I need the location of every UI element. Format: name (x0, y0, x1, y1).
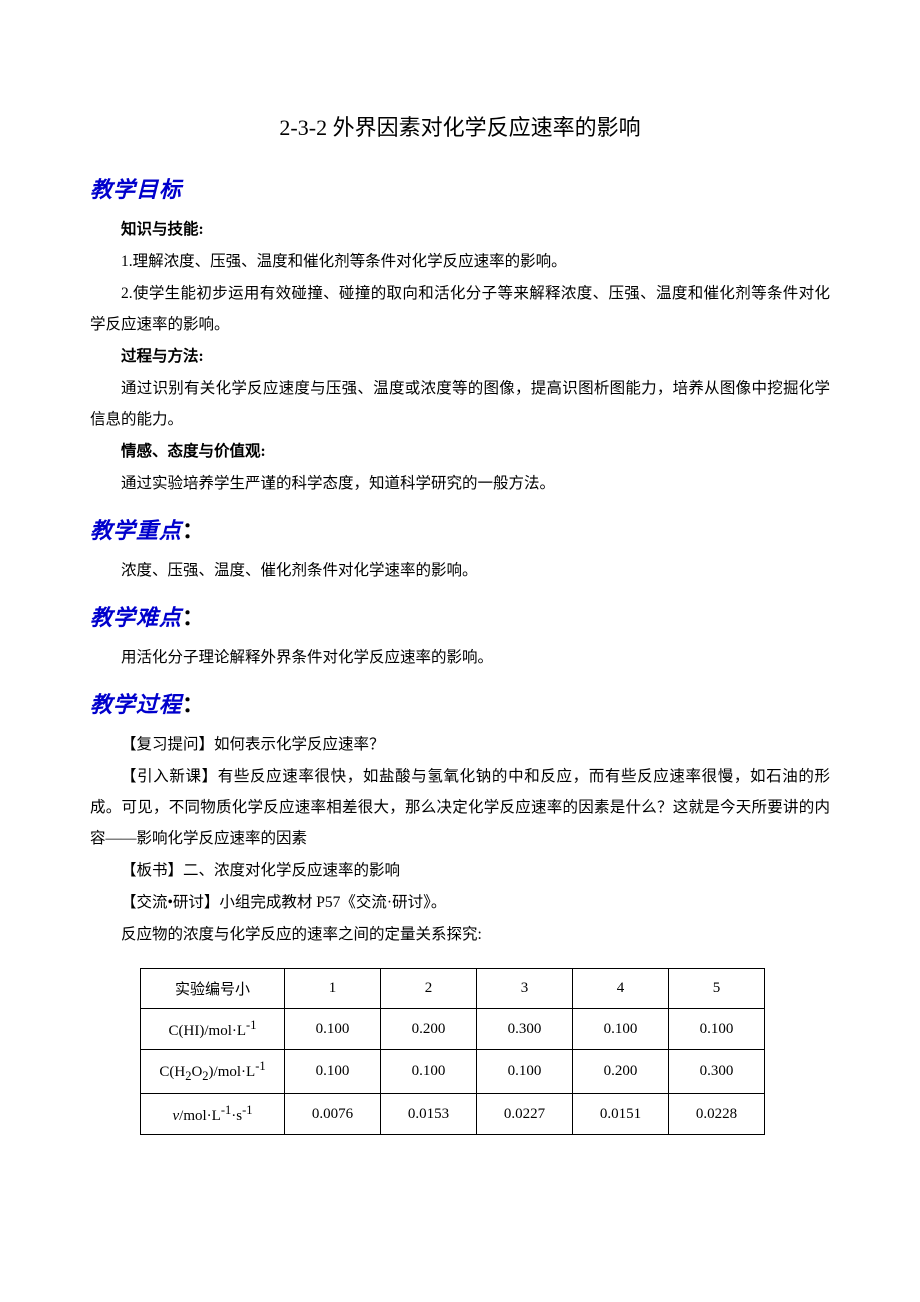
table-header: 实验编号小 (141, 969, 285, 1009)
cell: 0.0228 (669, 1094, 765, 1135)
heading-difficulty: 教学难点： (90, 600, 830, 632)
table-header: 5 (669, 969, 765, 1009)
sub-emotion-values: 情感、态度与价值观: (90, 436, 830, 467)
proc-p4: 【交流•研讨】小组完成教材 P57《交流·研讨》。 (90, 887, 830, 918)
cell: 0.0076 (285, 1094, 381, 1135)
row-label: C(HI)/mol·L-1 (141, 1009, 285, 1050)
cell: 0.100 (669, 1009, 765, 1050)
colon-icon: ： (182, 518, 205, 543)
heading-proc-text: 教学过程 (90, 692, 182, 717)
table-row: v/mol·L-1·s-1 0.0076 0.0153 0.0227 0.015… (141, 1094, 765, 1135)
cell: 0.0151 (573, 1094, 669, 1135)
focus-p: 浓度、压强、温度、催化剂条件对化学速率的影响。 (90, 555, 830, 586)
cell: 0.100 (285, 1050, 381, 1094)
proc-p3: 【板书】二、浓度对化学反应速率的影响 (90, 855, 830, 886)
heading-focus-text: 教学重点 (90, 518, 182, 543)
cell: 0.100 (573, 1009, 669, 1050)
table-row: 实验编号小 1 2 3 4 5 (141, 969, 765, 1009)
heading-goal: 教学目标 (90, 172, 830, 204)
row-label: v/mol·L-1·s-1 (141, 1094, 285, 1135)
page-title: 2-3-2 外界因素对化学反应速率的影响 (90, 110, 830, 142)
goal-p2: 2.使学生能初步运用有效碰撞、碰撞的取向和活化分子等来解释浓度、压强、温度和催化… (90, 278, 830, 340)
data-table: 实验编号小 1 2 3 4 5 C(HI)/mol·L-1 0.100 0.20… (140, 968, 765, 1135)
goal-p1: 1.理解浓度、压强、温度和催化剂等条件对化学反应速率的影响。 (90, 246, 830, 277)
table-header: 4 (573, 969, 669, 1009)
cell: 0.200 (573, 1050, 669, 1094)
heading-focus: 教学重点： (90, 513, 830, 545)
sub-knowledge-skill: 知识与技能: (90, 214, 830, 245)
cell: 0.0227 (477, 1094, 573, 1135)
diff-p: 用活化分子理论解释外界条件对化学反应速率的影响。 (90, 642, 830, 673)
proc-p1: 【复习提问】如何表示化学反应速率？ (90, 729, 830, 760)
table-header: 1 (285, 969, 381, 1009)
cell: 0.200 (381, 1009, 477, 1050)
heading-goal-text: 教学目标 (90, 177, 182, 202)
cell: 0.100 (285, 1009, 381, 1050)
table-row: C(H2O2)/mol·L-1 0.100 0.100 0.100 0.200 … (141, 1050, 765, 1094)
proc-p5: 反应物的浓度与化学反应的速率之间的定量关系探究: (90, 919, 830, 950)
cell: 0.300 (669, 1050, 765, 1094)
colon-icon: ： (182, 692, 205, 717)
row-label: C(H2O2)/mol·L-1 (141, 1050, 285, 1094)
colon-icon: ： (182, 605, 205, 630)
heading-diff-text: 教学难点 (90, 605, 182, 630)
cell: 0.300 (477, 1009, 573, 1050)
goal-p3: 通过识别有关化学反应速度与压强、温度或浓度等的图像，提高识图析图能力，培养从图像… (90, 373, 830, 435)
table-header: 3 (477, 969, 573, 1009)
proc-p2: 【引入新课】有些反应速率很快，如盐酸与氢氧化钠的中和反应，而有些反应速率很慢，如… (90, 761, 830, 854)
sub-process-method: 过程与方法: (90, 341, 830, 372)
table-row: C(HI)/mol·L-1 0.100 0.200 0.300 0.100 0.… (141, 1009, 765, 1050)
table-header: 2 (381, 969, 477, 1009)
goal-p4: 通过实验培养学生严谨的科学态度，知道科学研究的一般方法。 (90, 468, 830, 499)
cell: 0.100 (381, 1050, 477, 1094)
heading-process: 教学过程： (90, 687, 830, 719)
cell: 0.0153 (381, 1094, 477, 1135)
cell: 0.100 (477, 1050, 573, 1094)
